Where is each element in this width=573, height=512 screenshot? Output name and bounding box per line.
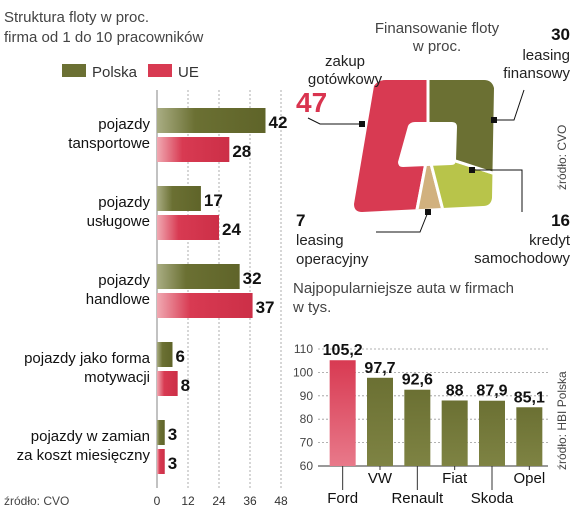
- pie-title-line1: Finansowanie floty: [375, 20, 500, 37]
- pie-source: źródło: CVO: [555, 125, 569, 190]
- cars-y-tick-label: 90: [300, 389, 314, 403]
- pie-chart: zakupgotówkowy4730leasingfinansowy16kred…: [296, 25, 571, 268]
- left-bar-value-label: 24: [222, 220, 241, 239]
- legend-label-polska: Polska: [92, 64, 138, 81]
- left-x-tick-label: 12: [181, 494, 195, 508]
- left-bar-polska: [157, 264, 240, 289]
- left-bar-ue: [157, 137, 230, 162]
- left-chart-title-line1: Struktura floty w proc.: [4, 9, 149, 26]
- left-bar-value-label: 42: [269, 113, 288, 132]
- cars-y-tick-label: 60: [300, 459, 314, 473]
- left-chart-x-ticks: 0 12 24 36 48: [154, 494, 288, 508]
- pie-label: leasing: [522, 47, 570, 64]
- cars-chart-source: źródło: HBI Polska: [555, 371, 569, 470]
- cars-bar-value-label: 88: [446, 382, 464, 399]
- cars-bar: [329, 360, 356, 466]
- cars-bar: [516, 407, 543, 466]
- left-x-tick-label: 36: [243, 494, 257, 508]
- cars-chart-gridlines: 60 70 80 90 100 110: [293, 342, 548, 473]
- legend-label-ue: UE: [178, 64, 199, 81]
- cars-x-label: Renault: [391, 490, 444, 507]
- cars-y-tick-label: 100: [293, 365, 313, 379]
- left-bar-polska: [157, 342, 173, 367]
- pie-value-label: 7: [296, 211, 305, 230]
- cars-bar: [441, 400, 468, 466]
- cars-bar: [404, 389, 431, 466]
- cars-x-label: Fiat: [442, 470, 468, 487]
- left-category-label: pojazdy jako forma: [24, 350, 151, 367]
- pie-label: kredyt: [529, 232, 571, 249]
- pie-slice: [426, 80, 494, 204]
- pie-value-label: 16: [551, 211, 570, 230]
- left-bar-value-label: 17: [204, 191, 223, 210]
- pie-slice: [425, 149, 494, 212]
- left-x-tick-label: 24: [212, 494, 226, 508]
- left-bar-value-label: 28: [232, 142, 251, 161]
- pie-title-line2: w proc.: [412, 38, 461, 55]
- cars-chart-bars: 105,2 Ford 97,7 VW 92,6 Renault 88 Fiat 87,9 Skod…: [323, 342, 546, 507]
- left-chart-categories: pojazdy tansportowe pojazdy usługowe pojazdy…: [17, 116, 151, 464]
- left-bar-ue: [157, 293, 253, 318]
- cars-bar: [479, 400, 505, 466]
- pie-label: finansowy: [503, 65, 570, 82]
- left-category-label: za koszt miesięczny: [17, 447, 151, 464]
- left-bar-value-label: 37: [256, 298, 275, 317]
- left-category-label: tansportowe: [68, 135, 150, 152]
- cars-x-label: Skoda: [471, 490, 514, 507]
- pie-label: operacyjny: [296, 251, 369, 268]
- pie-label: leasing: [296, 232, 344, 249]
- left-category-label: pojazdy: [98, 116, 150, 133]
- left-bar-value-label: 3: [168, 454, 177, 473]
- left-category-label: motywacji: [84, 369, 150, 386]
- pie-hole: [398, 122, 457, 167]
- cars-bar-value-label: 97,7: [364, 360, 395, 377]
- cars-chart-title-line2: w tys.: [292, 299, 331, 316]
- pie-label: zakup: [325, 53, 365, 70]
- left-bar-value-label: 32: [243, 269, 262, 288]
- left-bar-ue: [157, 371, 178, 396]
- cars-y-tick-label: 80: [300, 412, 314, 426]
- cars-bar-value-label: 85,1: [514, 389, 545, 406]
- pie-value-label: 47: [296, 87, 327, 118]
- cars-bar-value-label: 105,2: [323, 342, 363, 359]
- legend-swatch-polska: [62, 64, 86, 77]
- legend-swatch-ue: [148, 64, 172, 77]
- cars-bar-value-label: 92,6: [402, 372, 433, 389]
- left-bar-value-label: 8: [181, 376, 190, 395]
- pie-value-label: 30: [551, 25, 570, 44]
- pie-label: samochodowy: [474, 250, 570, 267]
- left-bar-value-label: 6: [176, 347, 185, 366]
- cars-y-tick-label: 110: [294, 342, 313, 356]
- left-category-label: pojazdy w zamian: [31, 428, 150, 445]
- left-bar-value-label: 3: [168, 425, 177, 444]
- left-x-tick-label: 0: [154, 494, 161, 508]
- cars-chart-title-line1: Najpopularniejsze auta w firmach: [293, 280, 514, 297]
- pie-label: gotówkowy: [308, 71, 383, 88]
- left-chart-source: źródło: CVO: [4, 494, 69, 508]
- left-category-label: usługowe: [87, 213, 150, 230]
- left-bar-polska: [157, 186, 201, 211]
- cars-bar: [367, 377, 393, 466]
- cars-x-label: Ford: [327, 490, 358, 507]
- cars-y-tick-label: 70: [300, 436, 314, 450]
- left-category-label: handlowe: [86, 291, 150, 308]
- left-category-label: pojazdy: [98, 194, 150, 211]
- left-chart-bars: 42 28 17 24 32 37 6 8 3 3: [157, 108, 287, 474]
- cars-bar-value-label: 87,9: [476, 383, 507, 400]
- left-x-tick-label: 48: [274, 494, 288, 508]
- cars-x-label: Opel: [513, 470, 545, 487]
- left-bar-ue: [157, 449, 165, 474]
- left-bar-ue: [157, 215, 219, 240]
- left-bar-polska: [157, 108, 266, 133]
- left-bar-polska: [157, 420, 165, 445]
- left-chart-title-line2: firma od 1 do 10 pracowników: [4, 29, 203, 46]
- cars-x-label: VW: [368, 470, 393, 487]
- left-category-label: pojazdy: [98, 272, 150, 289]
